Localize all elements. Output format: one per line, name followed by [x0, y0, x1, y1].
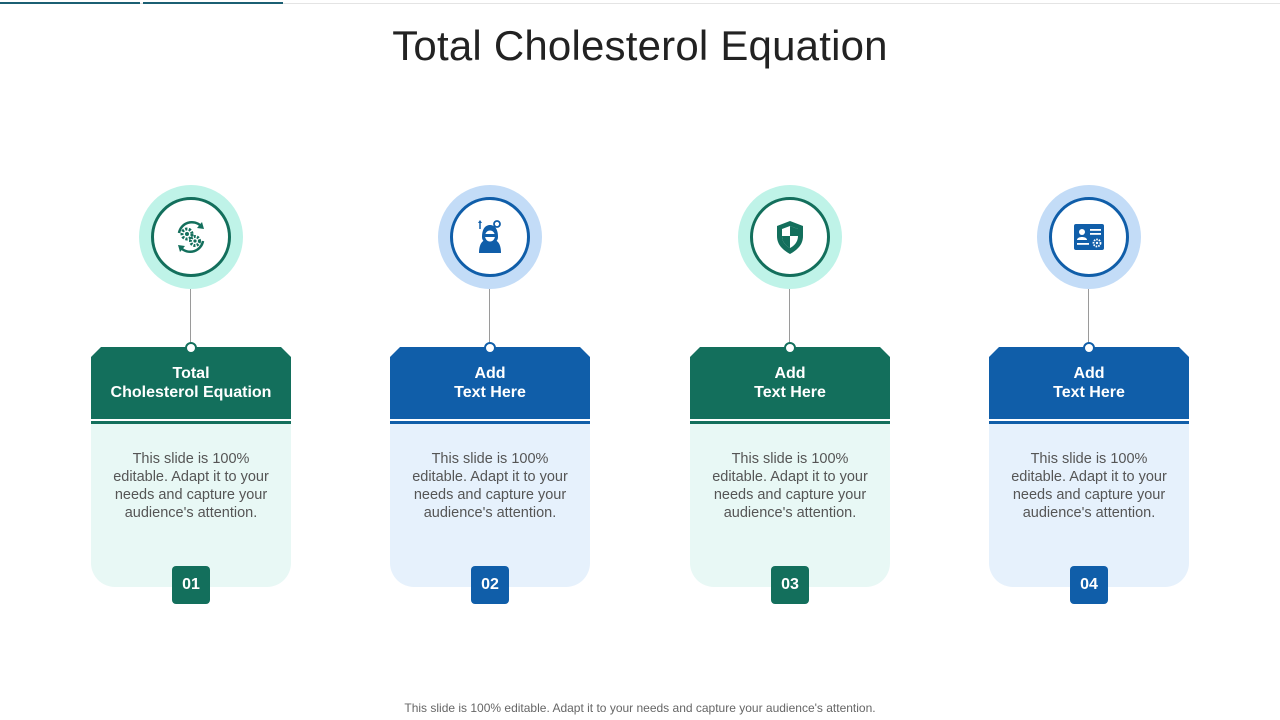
card-description: This slide is 100% editable. Adapt it to… — [1011, 451, 1167, 521]
card-heading-line: Add — [774, 365, 806, 382]
icon-circle — [139, 185, 243, 289]
card-heading: Total Cholesterol Equation — [91, 347, 291, 419]
connector-line — [789, 289, 790, 345]
step-card-3: Add Text Here This slide is 100% editabl… — [690, 185, 890, 605]
top-bar-segment — [0, 2, 140, 4]
id-card-settings-icon — [1074, 224, 1104, 250]
connector-line — [190, 289, 191, 345]
connector-dot — [185, 342, 197, 354]
card-body — [989, 421, 1189, 587]
icon-circle — [738, 185, 842, 289]
card-heading-line: Text Here — [1053, 384, 1125, 401]
connector-dot — [484, 342, 496, 354]
connector-dot — [784, 342, 796, 354]
card-body — [390, 421, 590, 587]
connector-line — [1088, 289, 1089, 345]
card-description: This slide is 100% editable. Adapt it to… — [412, 451, 568, 521]
card-heading-line: Text Here — [454, 384, 526, 401]
icon-ring — [1049, 197, 1129, 277]
top-progress-bar — [0, 0, 1280, 5]
card-heading: Add Text Here — [989, 347, 1189, 419]
page-title: Total Cholesterol Equation — [392, 22, 888, 69]
gears-cycle-icon — [177, 220, 205, 254]
hooded-hacker-icon — [478, 220, 501, 253]
heading-underline — [989, 421, 1189, 424]
connector-line — [489, 289, 490, 345]
card-heading-line: Total — [172, 365, 210, 382]
card-description: This slide is 100% editable. Adapt it to… — [113, 451, 269, 521]
step-card-2: Add Text Here This slide is 100% editabl… — [390, 185, 590, 605]
card-heading-line: Text Here — [754, 384, 826, 401]
icon-circle — [1037, 185, 1141, 289]
icon-ring — [151, 197, 231, 277]
heading-underline — [690, 421, 890, 424]
step-card-4: Add Text Here This slide is 100% editabl… — [989, 185, 1189, 605]
step-number-badge: 02 — [471, 566, 509, 604]
footer-note: This slide is 100% editable. Adapt it to… — [404, 701, 876, 715]
card-description: This slide is 100% editable. Adapt it to… — [712, 451, 868, 521]
card-heading-line: Add — [474, 365, 506, 382]
icon-ring — [450, 197, 530, 277]
step-number-badge: 04 — [1070, 566, 1108, 604]
card-heading: Add Text Here — [690, 347, 890, 419]
card-body — [690, 421, 890, 587]
heading-underline — [390, 421, 590, 424]
card-heading: Add Text Here — [390, 347, 590, 419]
card-heading-line: Cholesterol Equation — [110, 384, 272, 401]
top-bar-track — [0, 3, 1280, 4]
top-bar-segment — [143, 2, 283, 4]
card-heading-line: Add — [1073, 365, 1105, 382]
shield-icon — [777, 221, 803, 254]
step-number-badge: 01 — [172, 566, 210, 604]
step-card-1: Total Cholesterol Equation This slide is… — [91, 185, 291, 605]
icon-circle — [438, 185, 542, 289]
icon-ring — [750, 197, 830, 277]
connector-dot — [1083, 342, 1095, 354]
step-number-badge: 03 — [771, 566, 809, 604]
card-body — [91, 421, 291, 587]
heading-underline — [91, 421, 291, 424]
